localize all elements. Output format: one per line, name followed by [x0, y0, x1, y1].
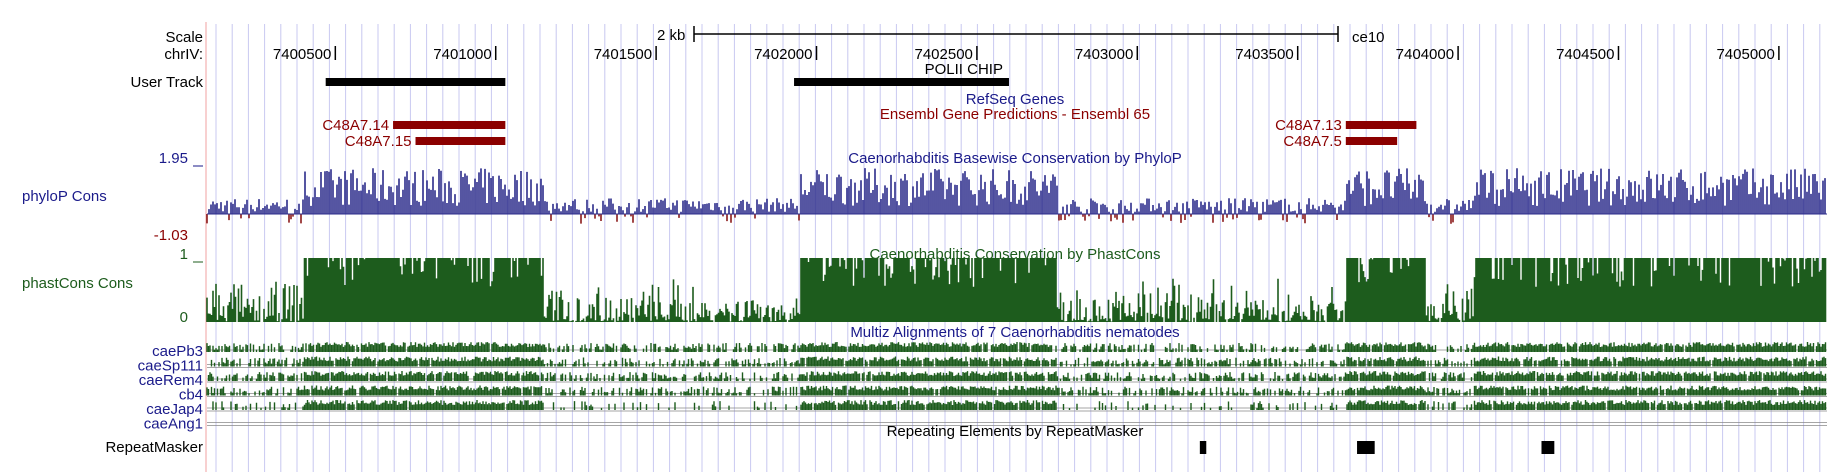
base-position-grid — [215, 24, 1821, 472]
multiz-species-label[interactable]: caeRem4 — [139, 372, 203, 389]
ensembl-gene-label[interactable]: C48A7.13 — [1275, 117, 1342, 134]
multiz-species-label[interactable]: caeSp111 — [138, 358, 203, 375]
ensembl-gene[interactable] — [415, 137, 506, 145]
multiz-species-label[interactable]: caeJap4 — [146, 401, 203, 418]
ruler-tick-label: 7403000 — [1075, 46, 1133, 63]
phylop-track-label[interactable]: phyloP Cons — [22, 188, 107, 205]
phastcons-title: Caenorhabditis Conservation by PhastCons — [870, 246, 1161, 263]
repeatmasker-track[interactable] — [1199, 441, 1555, 454]
ensembl-gene-label[interactable]: C48A7.14 — [322, 117, 389, 134]
scale-bar — [693, 26, 1339, 42]
phastcons-max-label: 1 — [180, 246, 188, 263]
ruler-tick-label: 7402500 — [914, 46, 972, 63]
phastcons-wiggle-track[interactable] — [206, 258, 1827, 322]
user-track[interactable]: POLII CHIP — [325, 61, 1009, 86]
ruler-tick-label: 7403500 — [1235, 46, 1293, 63]
phylop-max-label: 1.95 — [159, 150, 188, 167]
multiz-species-label[interactable]: cb4 — [179, 387, 203, 404]
user-track-feature-label: POLII CHIP — [925, 61, 1003, 78]
ensembl-title: Ensembl Gene Predictions - Ensembl 65 — [880, 106, 1150, 123]
refseq-title: RefSeq Genes — [966, 91, 1064, 108]
base-position-ruler[interactable]: 7400500 7401000 7401500 7402000 7402500 74030… — [273, 46, 1780, 63]
repeat-element[interactable] — [1199, 441, 1207, 454]
ruler-tick-label: 7405000 — [1716, 46, 1774, 63]
ensembl-gene[interactable] — [1345, 137, 1398, 145]
phylop-title: Caenorhabditis Basewise Conservation by … — [848, 150, 1182, 167]
phylop-min-label: -1.03 — [154, 227, 188, 244]
phastcons-track-label[interactable]: phastCons Cons — [22, 275, 133, 292]
multiz-title: Multiz Alignments of 7 Caenorhabditis ne… — [850, 324, 1179, 341]
phylop-wiggle-track[interactable] — [206, 168, 1827, 224]
ensembl-gene[interactable] — [1345, 121, 1417, 129]
repeatmasker-track-label[interactable]: RepeatMasker — [105, 439, 203, 456]
ensembl-gene[interactable] — [393, 121, 506, 129]
user-track-label[interactable]: User Track — [130, 74, 203, 91]
ruler-tick-label: 7402000 — [754, 46, 812, 63]
ruler-tick-label: 7404000 — [1396, 46, 1454, 63]
user-track-feature[interactable] — [325, 78, 506, 86]
repeatmasker-title: Repeating Elements by RepeatMasker — [887, 423, 1144, 440]
phastcons-min-label: 0 — [180, 309, 188, 326]
ruler-tick-label: 7400500 — [273, 46, 331, 63]
user-track-feature[interactable] — [794, 78, 1009, 86]
scale-label: Scale — [165, 29, 203, 46]
ensembl-gene-label[interactable]: C48A7.15 — [345, 133, 412, 150]
repeat-element[interactable] — [1541, 441, 1555, 454]
ensembl-gene-label[interactable]: C48A7.5 — [1283, 133, 1341, 150]
multiz-species-label[interactable]: caeAng1 — [144, 416, 203, 433]
repeat-element[interactable] — [1357, 441, 1375, 454]
chrom-label: chrIV: — [164, 46, 203, 63]
assembly-label: ce10 — [1352, 29, 1385, 46]
multiz-species-label[interactable]: caePb3 — [152, 343, 203, 360]
scale-bar-label: 2 kb — [657, 27, 685, 44]
ruler-tick-label: 7401500 — [594, 46, 652, 63]
ruler-tick-label: 7401000 — [433, 46, 491, 63]
ruler-tick-label: 7404500 — [1556, 46, 1614, 63]
